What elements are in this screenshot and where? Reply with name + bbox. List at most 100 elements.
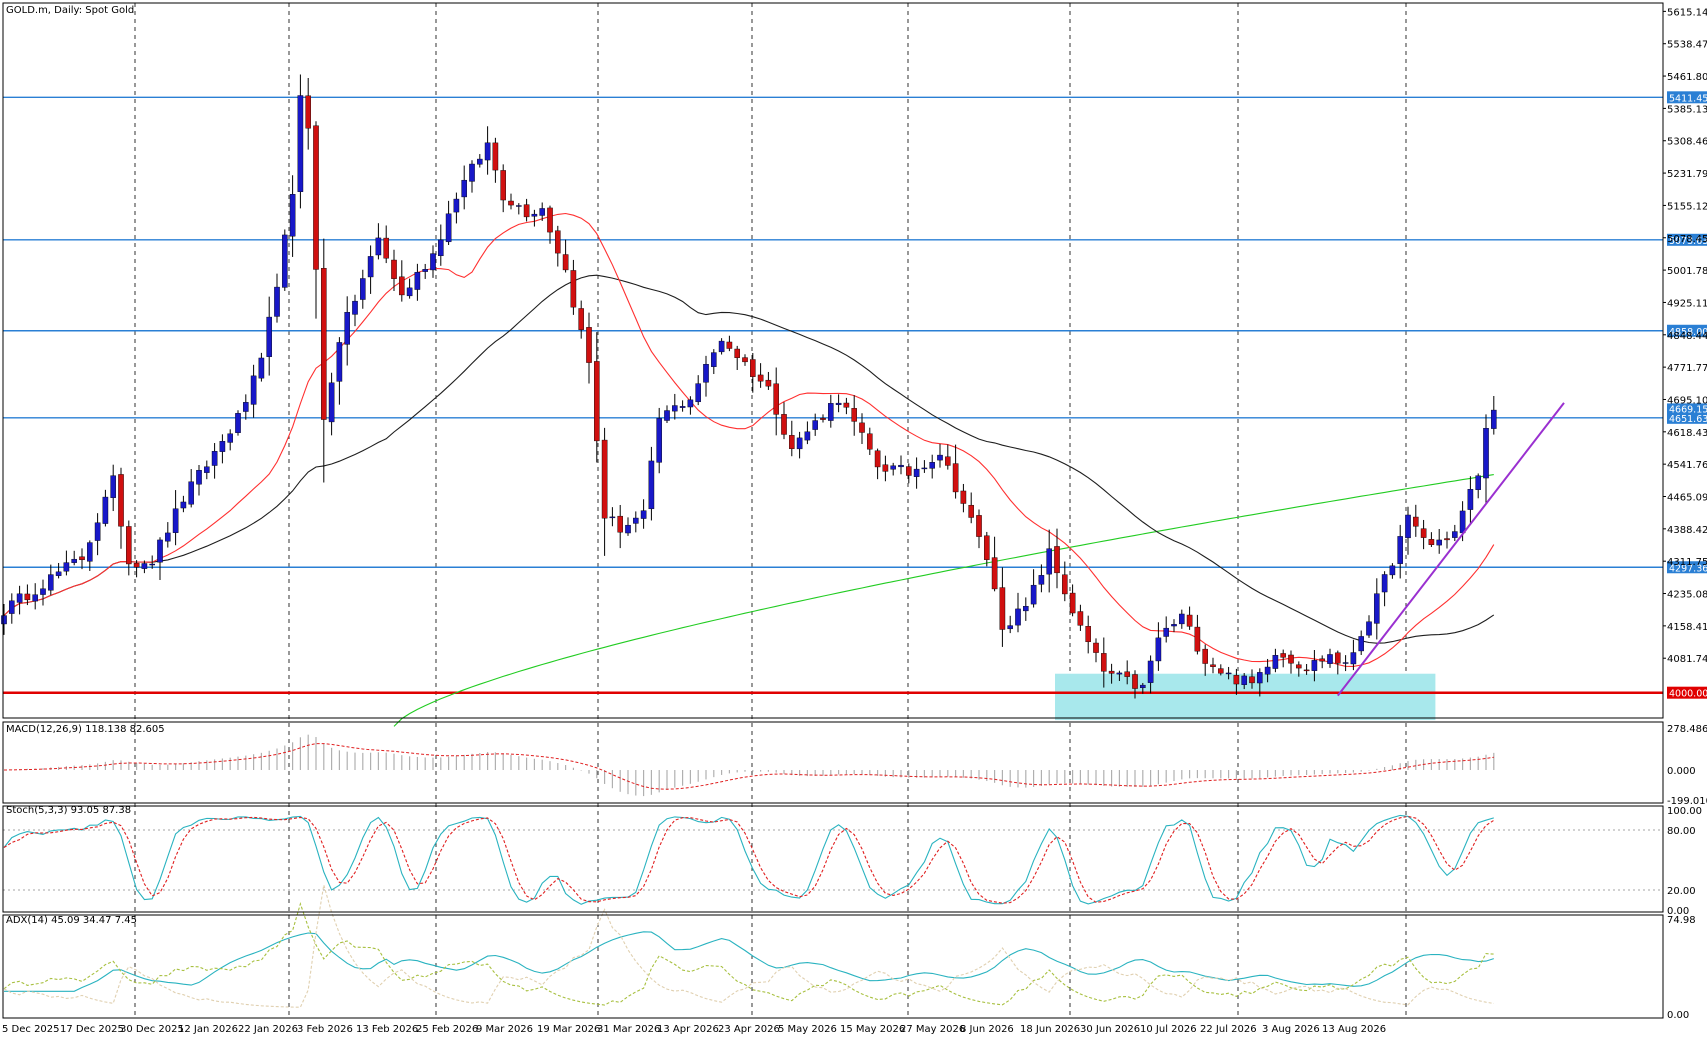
adx-pane <box>3 884 1494 1008</box>
adx-tick-label: 74.98 <box>1667 915 1696 926</box>
candle-bull <box>1350 652 1357 665</box>
candle-bull <box>63 562 70 572</box>
candle-bear <box>882 464 889 472</box>
candle-bear <box>1093 642 1099 653</box>
candle-bull <box>282 234 288 288</box>
candle-bull <box>71 558 77 563</box>
candle-bull <box>16 593 23 603</box>
date-label: 5 May 2026 <box>778 1024 837 1035</box>
level-label: 4651.63 <box>1669 414 1707 425</box>
candle-bull <box>8 600 15 614</box>
di-plus-line <box>3 901 1494 1006</box>
candle-bear <box>500 170 507 201</box>
candle-bear <box>952 463 959 493</box>
stoch-tick-label: 20.00 <box>1667 886 1696 897</box>
candle-bear <box>1054 546 1060 574</box>
candle-bull <box>890 465 896 470</box>
candle-bull <box>1366 621 1372 636</box>
level-label-bg <box>1667 91 1707 104</box>
candle-bull <box>1311 660 1318 671</box>
price-tick-label: 5078.45 <box>1667 234 1707 245</box>
candle-bull <box>929 462 935 469</box>
candle-bull <box>469 163 475 182</box>
price-tick-label: 4158.41 <box>1667 622 1707 633</box>
price-tick-label: 4695.10 <box>1667 395 1707 406</box>
stoch-main-line <box>3 814 1494 905</box>
candle-bull <box>913 468 920 477</box>
di-minus-line <box>3 884 1494 1008</box>
candle-bear <box>984 535 990 560</box>
level-label: 5073.63 <box>1669 236 1707 247</box>
price-tick-label: 5155.12 <box>1667 201 1707 212</box>
candle-bull <box>539 208 545 216</box>
adx-line <box>4 931 1494 992</box>
stoch-tick-label: 100.00 <box>1667 806 1702 817</box>
current-price-bg <box>1667 403 1707 415</box>
ma-fast-line <box>3 212 1495 667</box>
price-tick-label: 5461.80 <box>1667 72 1707 83</box>
price-tick-label: 4465.09 <box>1667 493 1707 504</box>
candle-bull <box>516 205 522 207</box>
candle-bull <box>375 237 382 256</box>
candle-bull <box>172 508 179 533</box>
candles <box>1 74 1497 699</box>
price-tick-label: 4311.75 <box>1667 557 1707 568</box>
date-label: 18 Jun 2026 <box>1020 1024 1080 1035</box>
candle-bear <box>523 204 530 218</box>
candle-bull <box>445 213 452 243</box>
date-label: 25 Feb 2026 <box>416 1024 478 1035</box>
price-tick-label: 4771.77 <box>1667 363 1707 374</box>
candle-bull <box>1373 593 1380 624</box>
candle-bull <box>55 571 62 576</box>
candle-bear <box>789 435 795 449</box>
candle-bear <box>1124 671 1130 677</box>
candle-bull <box>344 312 351 345</box>
candle-bull <box>110 475 116 498</box>
candle-bear <box>734 348 740 358</box>
candle-bear <box>843 402 850 408</box>
candle-bull <box>406 287 413 297</box>
candle-bull <box>477 158 483 165</box>
candle-bull <box>328 382 335 423</box>
candle-bear <box>118 474 124 527</box>
chart-title: GOLD.m, Daily: Spot Gold <box>6 5 134 16</box>
candle-bull <box>835 402 842 406</box>
macd-tick-label: 0.000 <box>1667 766 1696 777</box>
grid <box>134 3 1407 1018</box>
candle-bull <box>1475 475 1481 490</box>
candle-bull <box>1046 548 1052 575</box>
candle-bull <box>828 403 834 421</box>
date-label: 3 Feb 2026 <box>297 1024 353 1035</box>
candle-bull <box>804 431 811 441</box>
candle-bear <box>1428 539 1435 545</box>
candle-bear <box>1295 664 1302 669</box>
candle-bull <box>1451 531 1458 538</box>
date-label: 12 Jan 2026 <box>178 1024 238 1035</box>
candle-bear <box>321 268 327 420</box>
candle-bull <box>1015 608 1021 626</box>
candle-bull <box>32 594 38 602</box>
trendline <box>1337 402 1565 697</box>
candle-bull <box>633 517 639 524</box>
price-tick-label: 4848.44 <box>1667 331 1707 342</box>
candle-bear <box>750 359 756 377</box>
candle-bull <box>625 524 631 534</box>
candle-bear <box>851 408 857 422</box>
candle-bull <box>266 316 273 357</box>
candle-bull <box>1405 514 1411 539</box>
candle-bear <box>391 259 397 279</box>
candle-bear <box>999 587 1006 630</box>
candle-bull <box>1256 672 1263 684</box>
candle-bear <box>1132 674 1138 689</box>
candle-bull <box>297 95 304 192</box>
candle-bull <box>1225 672 1232 675</box>
date-label: 5 Dec 2025 <box>2 1024 60 1035</box>
candle-bull <box>438 239 444 257</box>
candle-bull <box>1389 565 1396 576</box>
candle-bull <box>1178 613 1185 625</box>
candle-bear <box>1100 653 1107 672</box>
candle-bear <box>960 490 967 504</box>
candle-bull <box>664 410 670 421</box>
candle-bull <box>203 466 210 473</box>
